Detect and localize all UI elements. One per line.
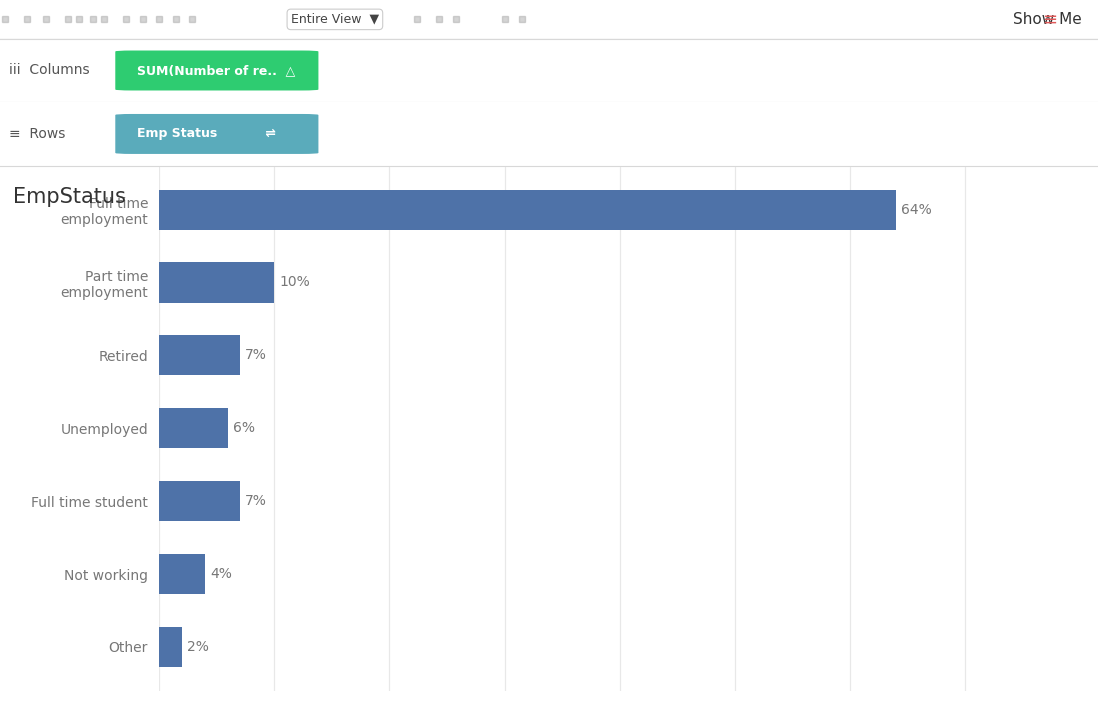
Text: SUM(Number of re..  △: SUM(Number of re.. △ [137, 64, 295, 77]
Text: 4%: 4% [210, 567, 232, 581]
Text: 7%: 7% [245, 494, 267, 508]
Bar [159, 554, 205, 594]
Bar [159, 336, 239, 376]
Text: Show Me: Show Me [1012, 12, 1082, 27]
Text: Entire View  ▼: Entire View ▼ [291, 13, 379, 26]
Text: 2%: 2% [187, 640, 209, 654]
FancyBboxPatch shape [115, 51, 318, 90]
Bar [159, 627, 182, 667]
Bar [159, 262, 274, 302]
Bar [159, 481, 239, 521]
Text: ≡: ≡ [1042, 11, 1057, 28]
Bar [159, 190, 896, 230]
FancyBboxPatch shape [115, 114, 318, 154]
Text: 7%: 7% [245, 348, 267, 362]
Text: 6%: 6% [233, 422, 255, 435]
Text: 64%: 64% [900, 202, 931, 216]
Text: Emp Status           ⇌: Emp Status ⇌ [137, 128, 276, 140]
Bar [159, 408, 228, 448]
Text: iii  Columns: iii Columns [9, 63, 89, 78]
Text: EmpStatus: EmpStatus [13, 188, 126, 207]
Text: 10%: 10% [279, 276, 310, 290]
Text: ≡  Rows: ≡ Rows [9, 127, 65, 141]
